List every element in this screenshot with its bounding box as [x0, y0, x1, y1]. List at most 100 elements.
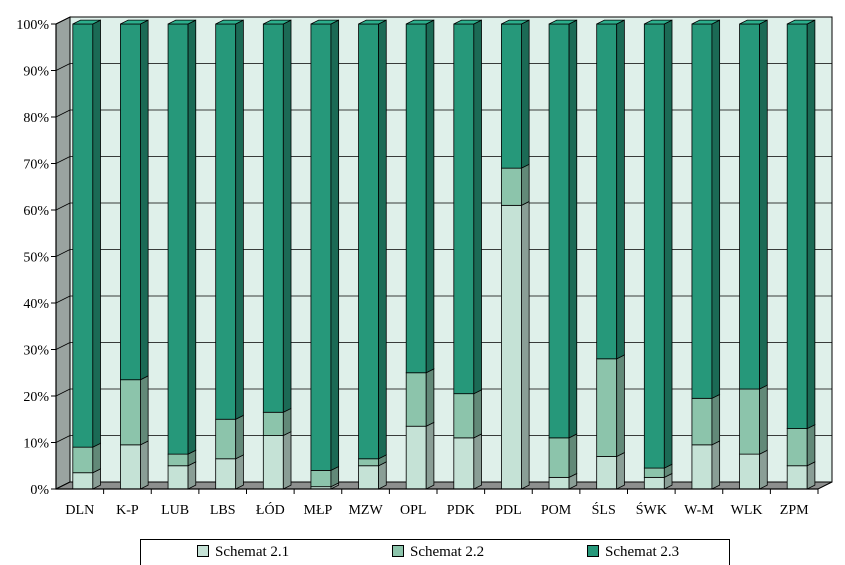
bar-PDK-s2-side	[473, 389, 482, 439]
bar-PDK-s3-side	[473, 19, 482, 395]
legend-swatch-1	[197, 545, 209, 557]
bar-ŁÓD-s2-side	[282, 407, 292, 437]
bar-POM-s1-front	[548, 476, 570, 490]
bar-K-P-s2-side	[140, 375, 149, 446]
bar-PDL-s2-front	[501, 167, 522, 206]
bar-POM-s3-top	[548, 19, 577, 25]
bar-W-M-s3-side	[711, 19, 721, 399]
legend: Schemat 2.1 Schemat 2.2 Schemat 2.3	[140, 539, 730, 565]
x-tick-label-K-P: K-P	[116, 503, 139, 518]
bar-LUB-s3-side	[187, 19, 197, 455]
bar-W-M-s1-front	[691, 444, 713, 490]
bar-W-M-s3-top	[691, 19, 720, 25]
x-tick-label-DLN: DLN	[65, 503, 94, 518]
bar-PDL-s1-front	[501, 204, 522, 490]
bar-ŚLS-s3-top	[596, 19, 625, 25]
y-tick-label: 70%	[23, 158, 49, 173]
bar-ZPM-s3-front	[786, 23, 808, 429]
bar-LUB-s1-front	[167, 465, 189, 490]
bar-OPL-s2-side	[425, 368, 435, 427]
bar-OPL-s2-front	[405, 372, 427, 427]
bar-ŚWK-s3-side	[663, 19, 673, 469]
x-tick-label-LUB: LUB	[161, 503, 189, 518]
bar-K-P-s3-front	[120, 23, 141, 381]
bar-MZW-s2-front	[358, 458, 379, 467]
bar-WLK-s3-front	[739, 23, 760, 390]
bar-K-P-s3-side	[140, 19, 149, 381]
bar-ŚWK-s2-front	[643, 467, 665, 478]
bar-PDL-s2-side	[521, 163, 530, 206]
gridline-side	[55, 295, 71, 304]
bar-K-P-s1-side	[140, 440, 149, 490]
bar-WLK-s1-front	[739, 453, 760, 490]
x-tick-label-ŚLS: ŚLS	[592, 501, 616, 518]
bar-LBS-s1-side	[235, 454, 244, 490]
bar-K-P-s1-front	[120, 444, 141, 490]
bar-MŁP-s3-front	[310, 23, 332, 471]
bar-WLK-s1-side	[759, 449, 768, 490]
bar-POM-s3-side	[568, 19, 578, 439]
x-tick-label-LBS: LBS	[210, 503, 236, 518]
bar-DLN-s3-top	[72, 19, 101, 25]
bar-POM-s3-front	[548, 23, 570, 439]
x-tick-labels: DLN K-P LUB LBS ŁÓD MŁP MZW OPL PDK PDL POM ŚLS ŚWK W…	[65, 501, 809, 518]
y-tick-label: 0%	[30, 483, 49, 498]
bar-LUB-s1-side	[187, 461, 197, 490]
bar-LBS-s3-front	[215, 23, 237, 420]
bar-PDL-s3-front	[501, 23, 522, 169]
gridline-side	[55, 109, 71, 118]
bar-WLK-s2-side	[759, 384, 768, 455]
bar-PDK-s1-front	[453, 437, 475, 490]
bar-MZW-s1-side	[378, 461, 387, 490]
bar-ŁÓD-s3-top	[263, 19, 292, 25]
legend-label-3: Schemat 2.3	[605, 544, 680, 560]
bar-ZPM-s2-front	[786, 428, 808, 467]
bar-OPL-s1-front	[405, 425, 427, 490]
bar-PDK-s1-side	[473, 433, 482, 490]
bar-ŁÓD-s1-front	[262, 435, 284, 490]
bar-W-M-s2-side	[711, 393, 721, 446]
bar-ŁÓD-s2-front	[262, 411, 284, 436]
x-tick-label-MZW: MZW	[348, 503, 383, 518]
bar-LUB-s2-front	[167, 453, 189, 467]
axes	[51, 23, 819, 494]
bar-OPL-s3-top	[406, 19, 435, 25]
x-tick-label-POM: POM	[541, 503, 572, 518]
bar-DLN-s2-front	[72, 446, 94, 474]
bar-MZW-s3-top	[358, 19, 387, 25]
bar-PDL-s3-top	[501, 19, 530, 25]
gridline-side	[55, 249, 71, 257]
bar-W-M-s2-front	[691, 397, 713, 446]
legend-item-1: Schemat 2.1	[197, 544, 289, 561]
bar-LBS-s2-front	[215, 418, 237, 460]
gridline-side	[55, 16, 71, 25]
bar-ŚLS-s3-front	[596, 23, 618, 360]
bar-ŚLS-s3-side	[616, 19, 625, 360]
bar-LUB-s3-front	[167, 23, 189, 455]
bar-LBS-s3-top	[215, 19, 244, 25]
bar-ŁÓD-s3-side	[282, 19, 292, 413]
bar-MZW-s3-side	[378, 19, 387, 460]
bar-OPL-s3-side	[425, 19, 435, 374]
y-tick-label: 80%	[23, 111, 49, 126]
bar-ZPM-s1-side	[806, 461, 816, 490]
bar-OPL-s3-front	[405, 23, 427, 374]
legend-swatch-2	[392, 545, 404, 557]
gridline-side	[55, 388, 71, 397]
bar-ZPM-s3-side	[806, 19, 816, 430]
bar-DLN-s2-side	[92, 442, 101, 474]
bar-ŚLS-s2-front	[596, 358, 618, 457]
bar-POM-s2-front	[548, 437, 570, 478]
bar-W-M-s3-front	[691, 23, 713, 399]
bar-MŁP-s3-side	[330, 19, 340, 472]
bar-ŚLS-s1-side	[616, 451, 625, 490]
bar-MZW-s1-front	[358, 465, 379, 490]
bar-PDK-s3-front	[453, 23, 475, 395]
bar-K-P-s3-top	[120, 19, 149, 25]
x-tick-label-ŚWK: ŚWK	[636, 501, 667, 518]
legend-label-2: Schemat 2.2	[410, 544, 485, 560]
gridline-side	[55, 342, 71, 350]
bar-DLN-s1-front	[72, 472, 94, 490]
bar-MŁP-s3-top	[310, 19, 339, 25]
